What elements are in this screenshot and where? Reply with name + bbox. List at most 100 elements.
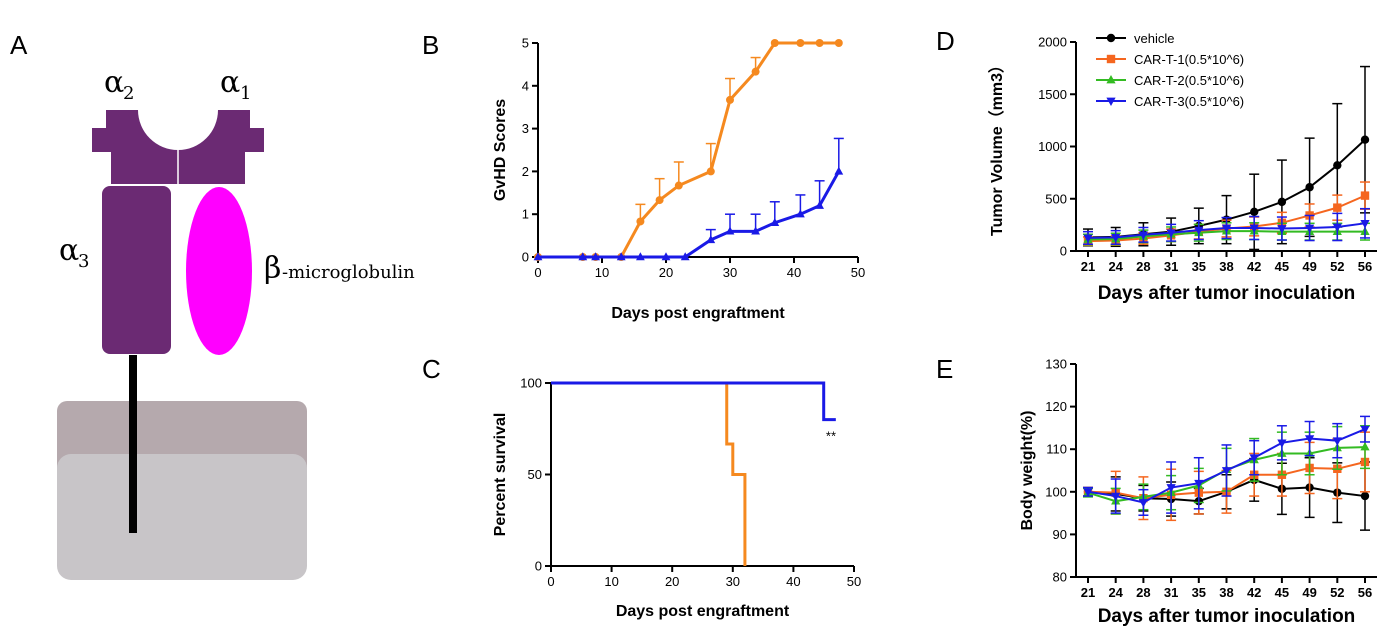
y-tick-label: 4 (522, 78, 529, 93)
x-tick-label: 45 (1275, 585, 1289, 600)
data-point (1166, 229, 1176, 238)
y-tick-label: 5 (522, 36, 529, 51)
legend-swatch-marker (1106, 97, 1116, 107)
data-point (751, 67, 760, 76)
chart-body-weight: 80 90 100 110 120 130 21 24 28 31 35 38 42 45 49 52 56Da… (1019, 357, 1377, 627)
alpha1-subscript: 1 (240, 83, 251, 104)
data-point (533, 252, 543, 261)
alpha3-label: α (59, 233, 79, 268)
panel-letter-d: D (936, 26, 955, 56)
chart-percent-survival: 0 50 100 0 10 20 30 40 50 Days post engraftment Pe… (492, 376, 861, 621)
y-tick-label: 130 (1045, 357, 1067, 372)
x-tick-label: 49 (1302, 585, 1316, 600)
data-point (1277, 225, 1287, 234)
data-point (1194, 226, 1204, 236)
x-tick-label: 10 (595, 265, 609, 280)
x-tick-label: 21 (1081, 585, 1095, 600)
beta-glyph: β (264, 251, 281, 286)
data-point (834, 166, 844, 175)
data-point (1250, 207, 1259, 217)
data-point (796, 209, 805, 218)
data-point (1360, 219, 1370, 229)
data-point (616, 252, 626, 261)
panel-letter-e: E (936, 354, 953, 384)
y-tick-label: 100 (1045, 484, 1067, 499)
data-point (1305, 183, 1314, 192)
data-point (1332, 223, 1342, 233)
x-tick-label: 35 (1192, 585, 1206, 600)
series-line (551, 381, 747, 566)
y-tick-label: 110 (1046, 442, 1067, 457)
series-line (538, 41, 839, 259)
alpha1-label: α (220, 65, 240, 100)
alpha2-label: α (104, 65, 124, 100)
x-tick-label: 40 (786, 574, 800, 589)
data-point (1221, 467, 1232, 476)
y-tick-label: 0 (1060, 244, 1067, 259)
data-point (1304, 435, 1315, 444)
y-tick-label: 1 (522, 207, 529, 222)
x-tick-label: 42 (1247, 259, 1261, 274)
data-point (1333, 161, 1342, 170)
legend-label: vehicle (1134, 31, 1174, 46)
data-point (1111, 492, 1121, 502)
data-point (1360, 491, 1370, 501)
x-tick-label: 40 (787, 265, 801, 280)
x-tick-label: 52 (1330, 585, 1344, 600)
series-line (551, 381, 836, 422)
y-tick-label: 3 (522, 121, 529, 136)
data-point (1083, 234, 1093, 243)
data-point (726, 95, 734, 104)
legend-swatch-marker (1106, 54, 1116, 64)
x-tick-label: 50 (847, 574, 861, 589)
data-point (636, 252, 645, 261)
series-line (538, 170, 841, 259)
x-tick-label: 30 (726, 574, 740, 589)
y-tick-label: 120 (1045, 399, 1067, 414)
data-point (1360, 442, 1370, 451)
data-point (770, 217, 780, 226)
x-tick-label: 31 (1164, 259, 1178, 274)
panel-letter-c: C (422, 354, 441, 384)
y-axis-label: Percent survival (492, 413, 509, 537)
x-tick-label: 10 (604, 574, 618, 589)
data-point (706, 235, 716, 244)
y-tick-label: 500 (1045, 191, 1067, 206)
alpha1-domain (178, 110, 264, 184)
legend-label: CAR-T-3(0.5*10^6) (1134, 94, 1244, 109)
x-tick-label: 38 (1219, 585, 1233, 600)
y-axis-label: Tumor Volume（mm3） (988, 57, 1006, 236)
alpha3-subscript: 3 (78, 251, 89, 272)
data-point (1166, 484, 1176, 493)
data-point (815, 200, 824, 209)
legend-label: CAR-T-2(0.5*10^6) (1134, 73, 1244, 88)
y-tick-label: 1500 (1038, 87, 1067, 102)
data-point (1249, 454, 1259, 463)
beta2-microglobulin-domain (186, 187, 252, 355)
y-tick-label: 100 (520, 376, 542, 391)
y-tick-label: 50 (528, 467, 542, 482)
data-point (591, 252, 600, 261)
y-tick-label: 80 (1053, 570, 1067, 585)
data-point (1221, 224, 1232, 234)
data-point (1277, 197, 1287, 207)
legend-swatch-marker (1106, 33, 1116, 43)
beta-microglobulin-label: -microglobulin (282, 262, 415, 283)
y-tick-label: 2000 (1038, 35, 1067, 50)
data-point (636, 217, 645, 226)
data-point (1360, 425, 1370, 435)
x-tick-label: 24 (1108, 259, 1123, 274)
panel-letter-a: A (10, 30, 28, 60)
data-point (725, 226, 735, 235)
y-tick-label: 90 (1053, 527, 1067, 542)
x-tick-label: 0 (547, 574, 554, 589)
data-point (1111, 234, 1121, 243)
x-tick-label: 28 (1136, 259, 1150, 274)
x-axis-label: Days after tumor inoculation (1098, 606, 1356, 627)
y-tick-label: 2 (522, 164, 529, 179)
data-point (1304, 224, 1315, 234)
x-tick-label: 24 (1108, 585, 1123, 600)
panel-letter-b: B (422, 30, 439, 60)
y-axis-label: Body weight(%) (1019, 411, 1036, 531)
data-point (815, 39, 824, 47)
